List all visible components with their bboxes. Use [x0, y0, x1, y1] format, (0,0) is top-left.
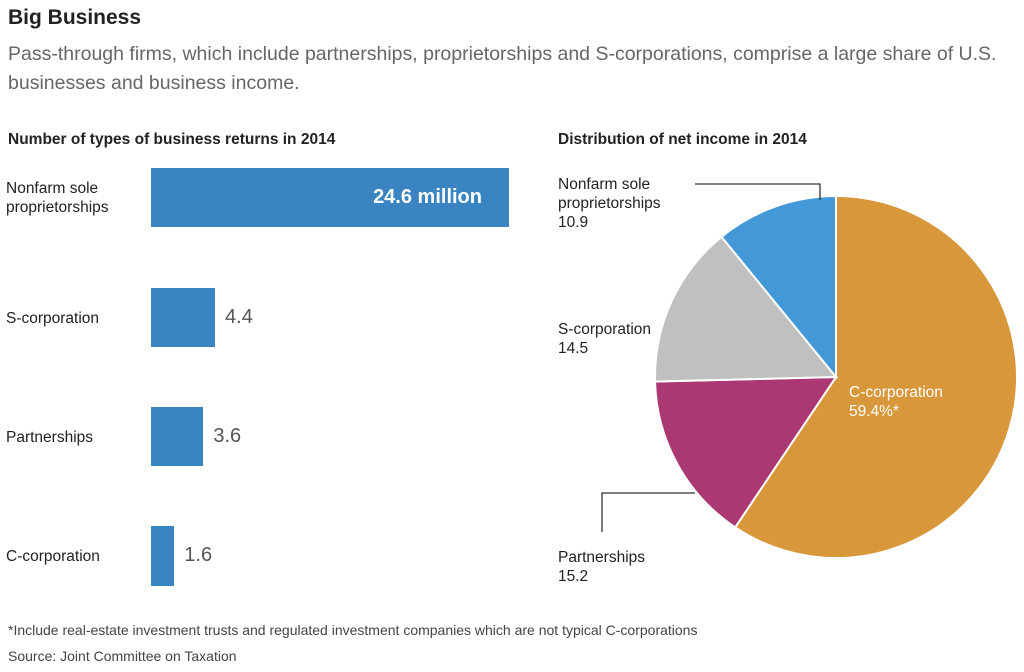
bar [151, 526, 175, 586]
pie-slice-label-line: S-corporation [558, 321, 652, 338]
pie-slice-label-line: 59.4%* [849, 403, 899, 420]
pie-slice-label: S-corporation 14.5 [558, 320, 651, 358]
bar-category-label: Nonfarm sole proprietorships [6, 179, 109, 217]
bar-value-label: 1.6 [184, 544, 213, 566]
bar-category-label-line: C-corporation [6, 547, 100, 565]
footnote: *Include real-estate investment trusts a… [8, 622, 698, 638]
bar-category-label: C-corporation [6, 547, 100, 566]
leader-line-partnerships [601, 492, 695, 532]
bar-value-label: 24.6 million [373, 186, 482, 208]
pie-chart-title: Distribution of net income in 2014 [558, 131, 807, 148]
pie-slice-label-line: proprietorships [558, 195, 661, 212]
pie-chart [601, 183, 1018, 559]
source-note: Source: Joint Committee on Taxation [8, 648, 237, 664]
pie-slice-label-line: Nonfarm sole [558, 176, 651, 193]
pie-slice [733, 194, 1018, 559]
bar [151, 288, 216, 347]
bar-value-label: 3.6 [213, 425, 242, 447]
pie-slice [654, 375, 838, 529]
bar-category-label-line: Nonfarm sole [6, 180, 99, 197]
bar [151, 407, 204, 466]
bar-category-label-line: S-corporation [6, 309, 100, 327]
bar-value-label: 4.4 [225, 306, 253, 328]
pie-slice-label-line: 15.2 [558, 568, 589, 585]
pie-slice-label: Partnerships 15.2 [558, 548, 645, 586]
pie-slice [720, 194, 837, 380]
chart-title: Big Business [8, 6, 142, 29]
bar [151, 168, 509, 227]
bar-category-label: S-corporation [6, 309, 99, 328]
bar-category-label-line: Partnerships [6, 428, 94, 446]
pie-slice-label-line: 10.9 [558, 214, 589, 231]
pie-slice-label-line: C-corporation [849, 384, 943, 401]
pie-slice-label: Nonfarm sole proprietorships 10.9 [558, 175, 661, 232]
pie-slice-label-line: Partnerships [558, 549, 646, 566]
bar-category-label-line: proprietorships [6, 199, 109, 216]
pie-slice [654, 235, 839, 383]
bar-chart-title: Number of types of business returns in 2… [8, 131, 336, 148]
pie-slice-label: C-corporation 59.4%* [849, 383, 943, 421]
chart-subtitle: Pass-through firms, which include partne… [8, 43, 997, 94]
leader-line-nonfarm [695, 183, 821, 200]
pie-slice-label-line: 14.5 [558, 340, 589, 357]
bar-category-label: Partnerships [6, 428, 93, 447]
